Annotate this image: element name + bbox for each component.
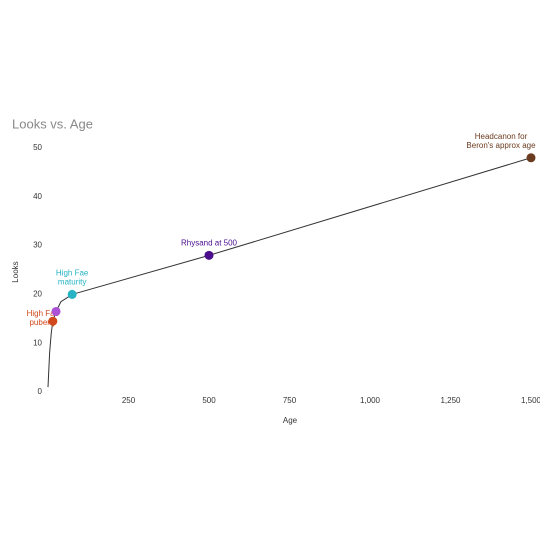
x-tick-label: 500	[202, 396, 216, 405]
x-tick-label: 250	[122, 396, 136, 405]
chart-title: Looks vs. Age	[12, 116, 93, 131]
line	[47, 157, 532, 388]
point-label: High Fae	[27, 309, 60, 318]
point-label: Headcanon for	[475, 132, 528, 141]
annotated-point	[67, 289, 77, 299]
point-label: puberty	[29, 318, 56, 327]
point-label: High Fae	[56, 269, 89, 278]
x-tick-label: 1,000	[360, 396, 381, 405]
point-label: Beron's approx age	[466, 141, 536, 150]
annotated-point	[204, 250, 214, 260]
annotated-point	[48, 316, 58, 326]
annotated-point	[526, 153, 536, 163]
y-tick-label: 0	[38, 387, 43, 396]
annotated-point	[51, 306, 61, 316]
x-tick-label: 1,250	[440, 396, 461, 405]
y-tick-label: 40	[33, 192, 42, 201]
y-tick-label: 20	[33, 290, 42, 299]
point-label: maturity	[58, 278, 86, 287]
y-axis-label: Looks	[11, 261, 20, 282]
y-tick-label: 10	[33, 338, 42, 347]
y-tick-label: 30	[33, 241, 42, 250]
y-tick-label: 50	[33, 143, 42, 152]
point-label: Rhysand at 500	[181, 238, 238, 247]
x-tick-label: 1,500	[521, 396, 540, 405]
x-axis-label: Age	[283, 416, 298, 425]
x-tick-label: 750	[283, 396, 297, 405]
